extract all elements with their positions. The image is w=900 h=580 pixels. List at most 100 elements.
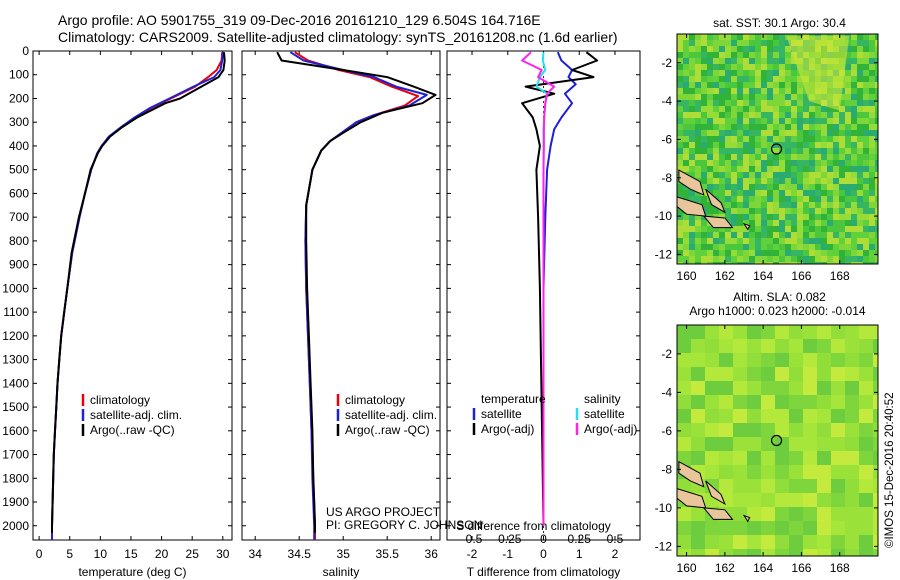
map-cell [731,178,737,184]
map-cell [737,154,743,160]
map-cell [821,226,827,232]
map-cell [773,226,779,232]
map-cell [767,58,773,64]
map-cell [791,202,797,208]
map-cell [857,154,863,160]
map-cell [859,367,873,381]
map-cell [839,220,845,226]
map-cell [779,100,785,106]
map-cell [869,238,875,244]
map-cell [761,100,767,106]
map-y-tick-label: -4 [661,94,672,108]
map-cell [707,130,713,136]
map-cell [719,160,725,166]
map-cell [831,479,845,493]
profile-title: Argo profile: AO 5901755_319 09-Dec-2016… [58,12,541,28]
map-cell [791,136,797,142]
map-cell [815,184,821,190]
map-cell [785,250,791,256]
map-cell [873,549,878,556]
map-cell [719,64,725,70]
map-cell [737,58,743,64]
map-cell [713,76,719,82]
map-cell [755,64,761,70]
map-cell [707,208,713,214]
map-cell [803,423,817,437]
map-cell [755,184,761,190]
map-cell [779,46,785,52]
map-cell [789,409,803,423]
map-cell [773,70,779,76]
map-cell [851,208,857,214]
map-cell [761,124,767,130]
map-cell [775,353,789,367]
map-cell [779,82,785,88]
map-cell [749,256,755,262]
map-cell [691,395,705,409]
map-cell [761,381,775,395]
map-cell [767,196,773,202]
map-cell [857,250,863,256]
map-cell [689,214,695,220]
map-cell [875,64,878,70]
map-cell [797,136,803,142]
map-cell [845,451,859,465]
map-cell [875,94,878,100]
map-cell [767,214,773,220]
map-cell [815,238,821,244]
map-cell [683,106,689,112]
map-cell [683,166,689,172]
map-cell [869,64,875,70]
map-cell [831,325,845,339]
map-cell [875,232,878,238]
map-cell [821,208,827,214]
depth-tick-label: 1800 [2,471,29,485]
map-cell [815,244,821,250]
map-cell [707,160,713,166]
map-cell [821,184,827,190]
map-cell [755,226,761,232]
map-cell [767,232,773,238]
map-cell [869,130,875,136]
map-cell [737,70,743,76]
depth-tick-label: 300 [9,115,29,129]
map-cell [689,88,695,94]
map-cell [725,82,731,88]
map-cell [873,465,878,479]
map-cell [827,178,833,184]
map-cell [857,40,863,46]
map-cell [731,106,737,112]
map-cell [737,40,743,46]
map-cell [845,250,851,256]
map-cell [695,52,701,58]
map-cell [725,52,731,58]
map-cell [869,202,875,208]
island-shape [678,460,705,488]
map-cell [845,64,851,70]
map-cell [857,58,863,64]
map-cell [875,58,878,64]
depth-tick-label: 800 [9,234,29,248]
map-cell [695,148,701,154]
x-tick-label: 0 [36,547,43,561]
map-cell [815,166,821,172]
map-cell [857,226,863,232]
map-cell [677,34,683,40]
map-cell [707,34,713,40]
map-cell [791,106,797,112]
map-cell [683,232,689,238]
map-cell [803,94,809,100]
map-cell [731,34,737,40]
x-tick-label: 1 [576,547,583,561]
top-tick-label: 0.5 [607,532,624,546]
map-cell [821,142,827,148]
map-cell [809,244,815,250]
map-cell [677,208,683,214]
map-cell [817,437,831,451]
map-cell [689,52,695,58]
map-cell [719,353,733,367]
map-cell [719,367,733,381]
map-cell [851,238,857,244]
map-cell [707,166,713,172]
map-cell [875,166,878,172]
